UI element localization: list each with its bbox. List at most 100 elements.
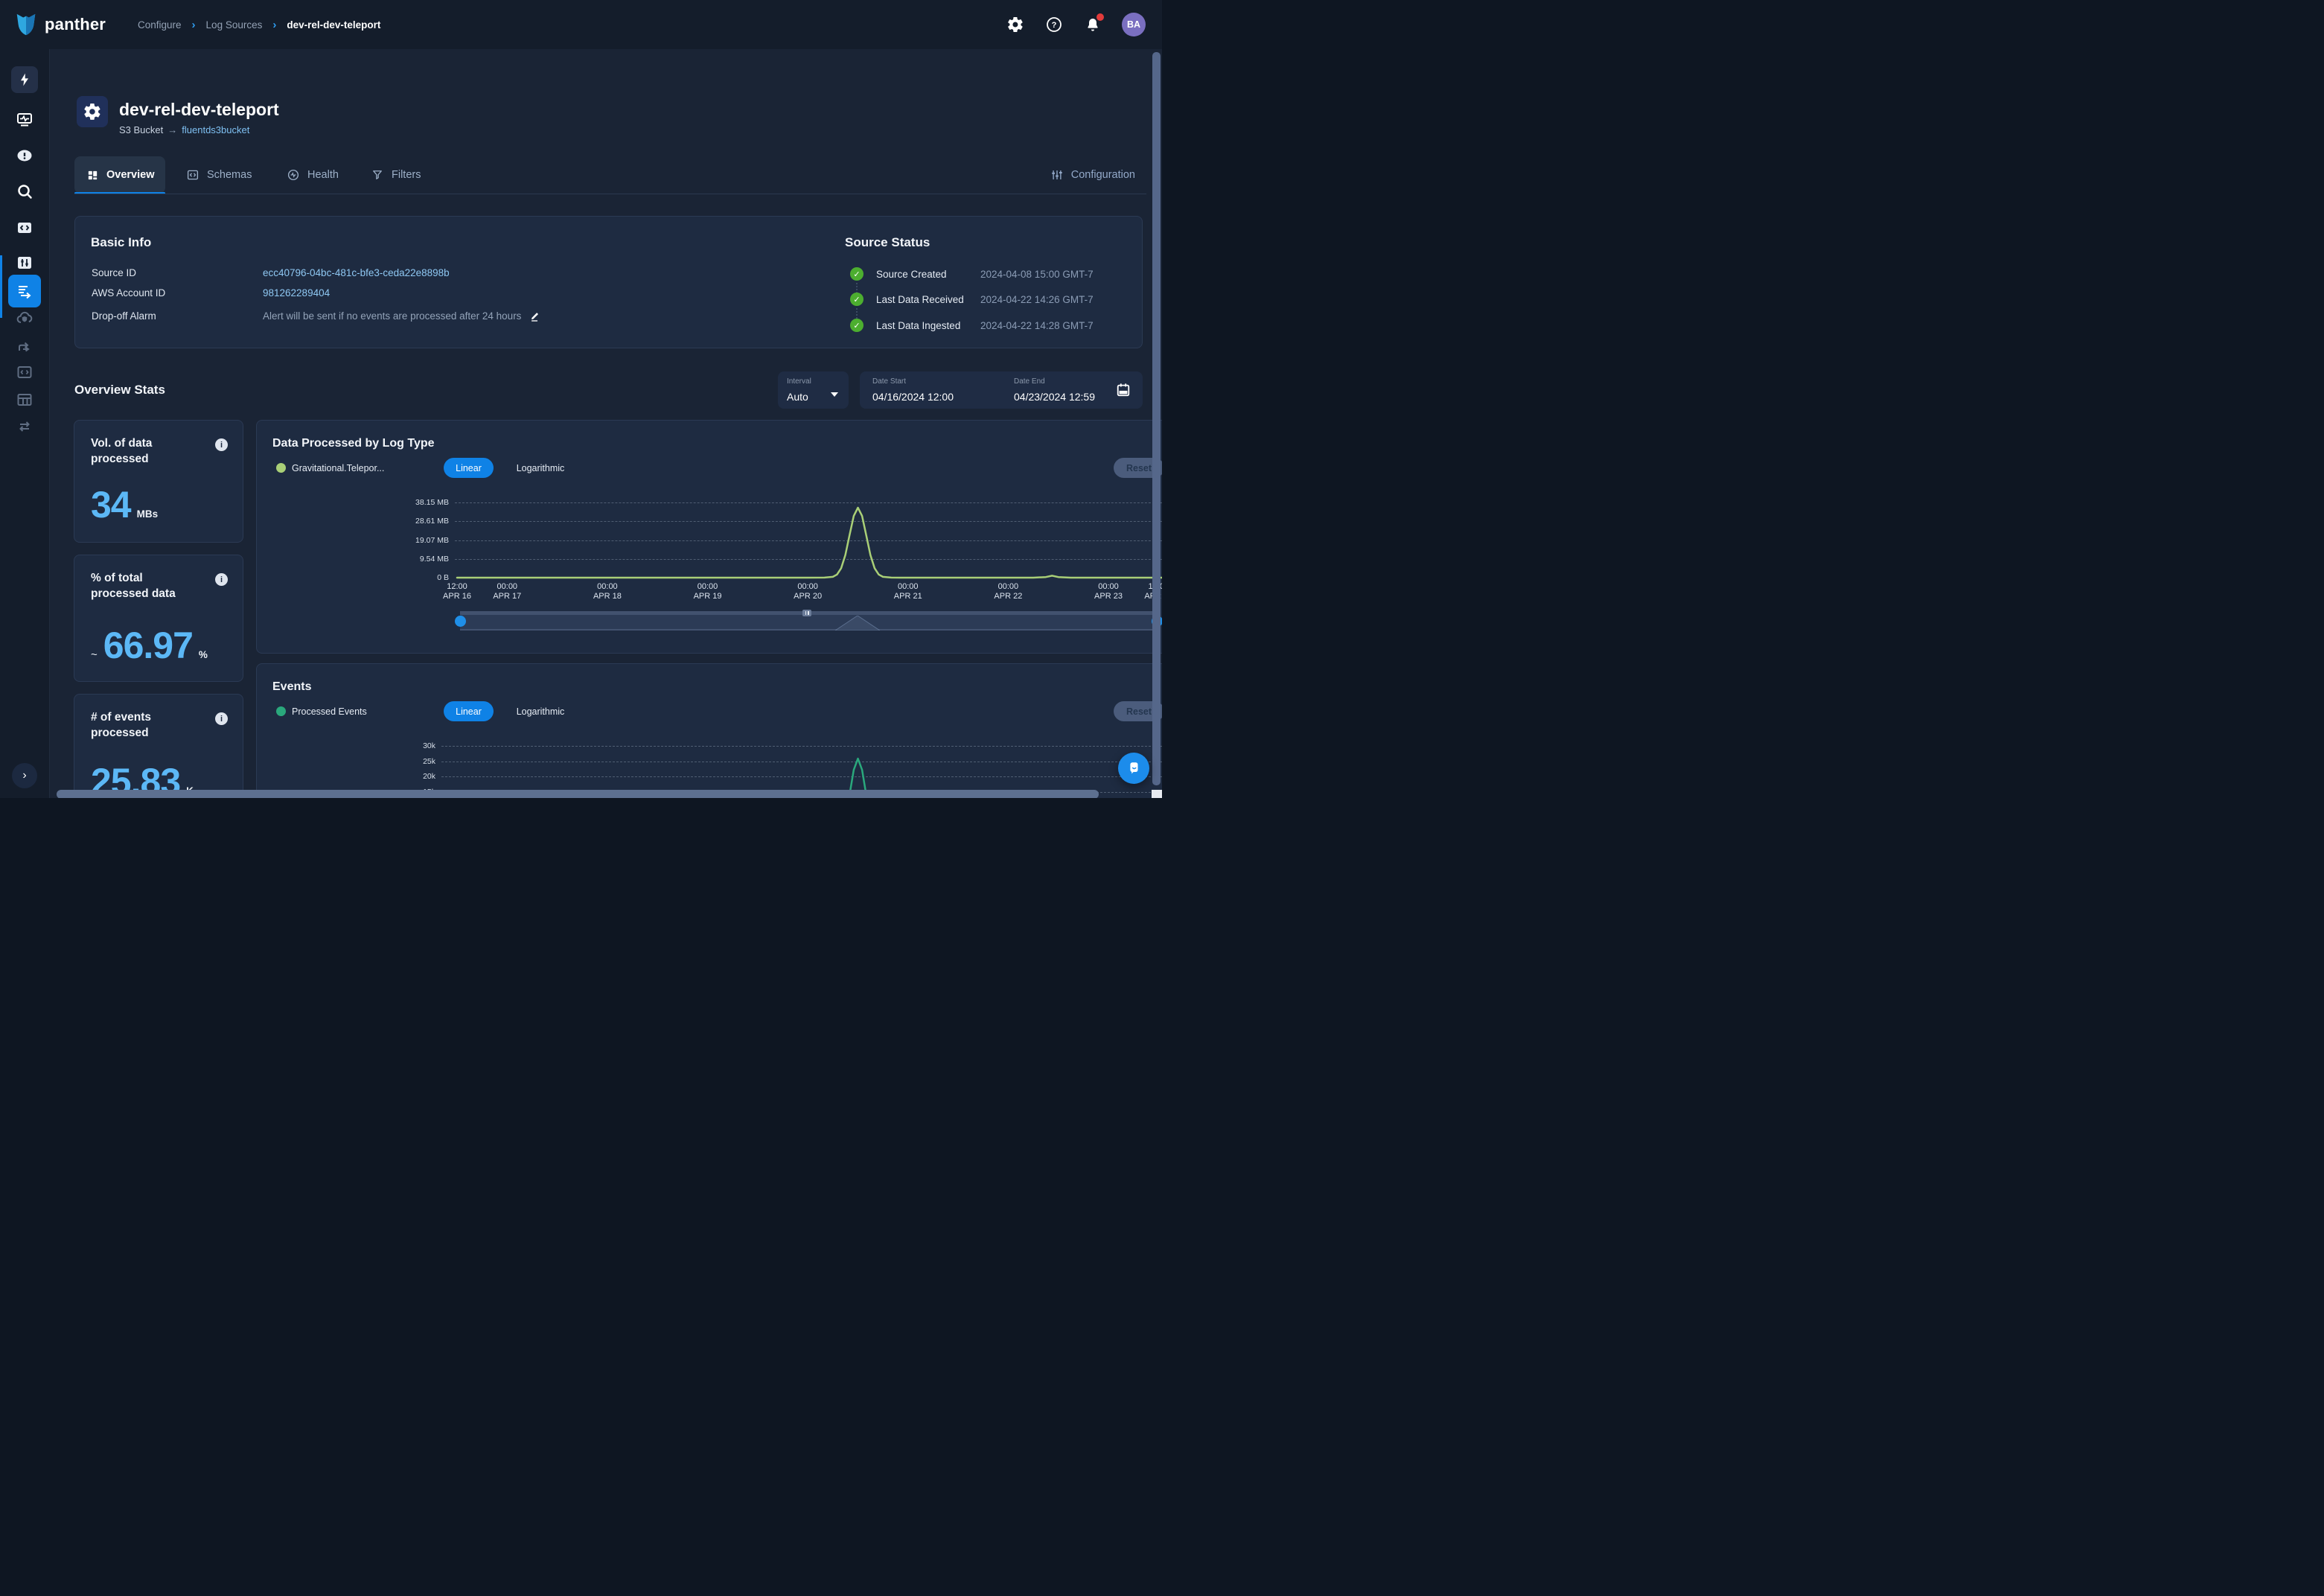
sidebar-item-query[interactable] [16,219,33,237]
schema-icon [186,168,199,182]
legend-dot [276,706,286,716]
linear-toggle[interactable]: Linear [444,701,494,721]
topbar: panther Configure › Log Sources › dev-re… [0,0,1162,49]
linear-toggle[interactable]: Linear [444,458,494,478]
stat-unit: MBs [137,508,159,520]
status-label: Last Data Ingested [876,320,980,331]
brand-name: panther [45,15,106,34]
sidebar-expand-button[interactable]: › [12,763,37,788]
stat-value: 66.97 [103,624,193,667]
sidebar-item-quick-actions[interactable] [11,66,38,93]
status-connector [856,283,858,293]
row-label: Source ID [92,267,263,278]
funnel-icon [371,168,384,182]
chat-button[interactable] [1118,753,1149,784]
legend-item[interactable]: Gravitational.Telepor... [292,463,384,473]
tab-filters[interactable]: Filters [371,156,421,194]
y-gridline [441,776,1162,777]
y-gridline [455,521,1162,522]
y-tick-label: 30k [376,741,435,750]
configuration-label: Configuration [1071,169,1135,181]
y-gridline [455,559,1162,560]
bucket-link[interactable]: fluentds3bucket [182,124,249,135]
sidebar-item-search[interactable] [16,182,33,200]
breadcrumb-log-sources[interactable]: Log Sources [206,19,263,31]
chevron-right-icon: › [272,19,276,31]
tab-overview[interactable]: Overview [74,156,165,194]
sliders-icon [1050,168,1064,182]
svg-text:?: ? [1052,21,1057,30]
basic-info-panel: Basic Info Source ID ecc40796-04bc-481c-… [74,216,1143,348]
help-button[interactable]: ? [1044,15,1064,34]
active-section-indicator [0,255,2,318]
status-last-data-received: ✓ Last Data Received 2024-04-22 14:26 GM… [850,293,1094,306]
info-icon[interactable]: i [215,438,228,451]
sidebar-item-tables[interactable] [16,391,33,409]
horizontal-scrollbar[interactable] [57,790,1099,798]
stat-prefix: ~ [91,648,98,661]
info-row-dropoff-alarm: Drop-off Alarm Alert will be sent if no … [92,310,541,322]
logarithmic-toggle[interactable]: Logarithmic [507,458,574,478]
y-tick-label: 9.54 MB [389,555,449,564]
legend-item[interactable]: Processed Events [292,706,367,717]
arrow-right-icon: → [167,124,177,135]
chart-title: Data Processed by Log Type [272,437,435,450]
status-timestamp: 2024-04-22 14:28 GMT-7 [980,320,1094,331]
y-gridline [455,502,1162,503]
legend-dot [276,463,286,473]
panther-logo-icon [13,12,39,37]
topbar-actions: ? BA [1006,0,1146,49]
source-id-value: ecc40796-04bc-481c-bfe3-ceda22e8898b [263,267,450,278]
panther-logo[interactable]: panther [0,12,138,37]
tab-health[interactable]: Health [287,156,339,194]
logarithmic-toggle[interactable]: Logarithmic [507,701,574,721]
date-range-picker[interactable]: Date Start 04/16/2024 12:00 Date End 04/… [860,371,1143,409]
tab-label: Schemas [207,169,252,181]
sidebar-item-api[interactable] [16,363,33,381]
configuration-link[interactable]: Configuration [1050,156,1135,194]
vertical-scrollbar[interactable] [1152,52,1161,785]
sidebar-item-detections[interactable] [16,254,33,272]
events-chart-panel: Events Processed Events Linear Logarithm… [256,663,1162,798]
navigator-grab-handle[interactable] [802,610,811,616]
edit-pencil-icon[interactable] [530,310,541,322]
page-title: dev-rel-dev-teleport [119,100,279,120]
x-tick-label: 00:00APR 19 [694,582,722,601]
y-gridline [441,746,1162,747]
sidebar-item-log-sources[interactable] [8,275,41,307]
log-sources-icon [16,282,33,300]
interval-dropdown[interactable]: Interval Auto [778,371,849,409]
bolt-icon [17,72,32,87]
info-icon[interactable]: i [215,712,228,725]
navigator-track-bottom [460,629,1158,631]
row-label: AWS Account ID [92,287,263,299]
sidebar-item-cloud-security[interactable] [16,310,33,328]
calendar-icon [1116,382,1131,398]
breadcrumb-current: dev-rel-dev-teleport [287,19,380,31]
row-label: Drop-off Alarm [92,310,263,322]
chart-navigator[interactable] [460,611,1158,631]
source-status-title: Source Status [845,235,930,250]
avatar[interactable]: BA [1122,13,1146,36]
tab-schemas[interactable]: Schemas [186,156,252,194]
info-row-source-id: Source ID ecc40796-04bc-481c-bfe3-ceda22… [92,267,450,278]
y-tick-label: 25k [376,757,435,766]
log-source-detail-page: panther Configure › Log Sources › dev-re… [0,0,1162,798]
sidebar-item-monitoring[interactable] [16,111,33,129]
settings-button[interactable] [1006,15,1025,34]
sidebar-item-destinations[interactable] [16,336,33,354]
sidebar-item-data-sync[interactable] [16,418,33,435]
basic-info-title: Basic Info [91,235,151,250]
sidebar: › [0,49,50,798]
info-icon[interactable]: i [215,573,228,586]
stat-title: # of events processed [91,709,202,741]
notifications-button[interactable] [1083,15,1102,34]
navigator-left-handle[interactable] [455,616,466,627]
breadcrumb-configure[interactable]: Configure [138,19,182,31]
date-end-value: 04/23/2024 12:59 [1014,391,1095,403]
data-processed-chart-panel: Data Processed by Log Type Gravitational… [256,420,1162,654]
x-tick-label: 12:00APR 16 [443,582,471,601]
navigator-preview-spike [835,616,880,631]
overview-stats-title: Overview Stats [74,383,165,398]
sidebar-item-alerts[interactable] [16,147,33,165]
